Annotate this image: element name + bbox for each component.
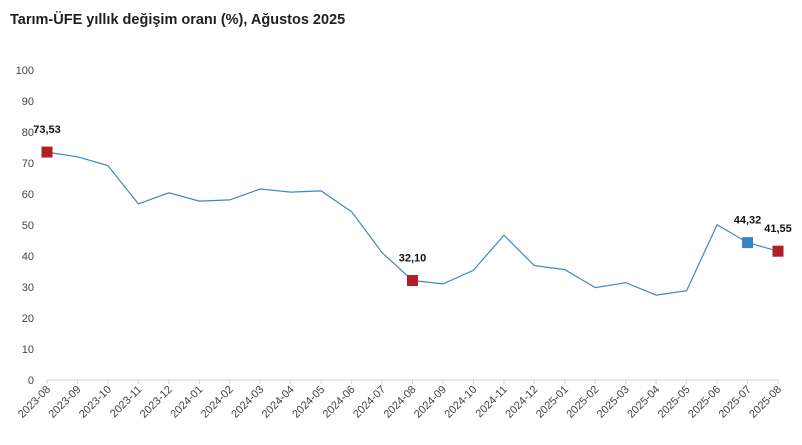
x-tick-label: 2024-12 — [503, 384, 540, 421]
x-tick-label: 2024-01 — [168, 384, 205, 421]
y-tick-label: 60 — [22, 189, 34, 201]
x-tick-label: 2025-07 — [717, 384, 754, 421]
x-tick-label: 2025-04 — [625, 384, 662, 421]
y-tick-label: 0 — [28, 375, 34, 387]
x-tick-label: 2023-10 — [77, 384, 114, 421]
x-tick-label: 2024-03 — [229, 384, 266, 421]
x-tick-label: 2025-06 — [686, 384, 723, 421]
data-point-marker — [41, 146, 53, 158]
y-tick-label: 30 — [22, 282, 34, 294]
x-tick-label: 2025-05 — [656, 384, 693, 421]
y-axis-ticks: 0 10 20 30 40 50 60 70 80 90 100 — [16, 65, 34, 387]
y-tick-label: 40 — [22, 251, 34, 263]
y-tick-label: 80 — [22, 127, 34, 139]
chart-title: Tarım-ÜFE yıllık değişim oranı (%), Ağus… — [10, 12, 346, 28]
y-tick-label: 20 — [22, 313, 34, 325]
x-tick-label: 2023-08 — [16, 384, 53, 421]
x-tick-label: 2025-03 — [595, 384, 632, 421]
y-tick-label: 90 — [22, 96, 34, 108]
x-tick-label: 2024-06 — [321, 384, 358, 421]
x-tick-label: 2024-04 — [260, 384, 297, 421]
series-line — [46, 151, 779, 296]
x-tick-label: 2024-02 — [199, 384, 236, 421]
data-value-label: 41,55 — [764, 223, 792, 235]
x-tick-label: 2023-12 — [138, 384, 175, 421]
y-tick-label: 70 — [22, 158, 34, 170]
x-tick-label: 2024-05 — [290, 384, 327, 421]
y-tick-label: 100 — [16, 65, 34, 77]
x-tick-label: 2024-07 — [351, 384, 388, 421]
x-tick-label: 2025-01 — [534, 384, 571, 421]
data-value-label: 44,32 — [734, 215, 762, 227]
x-tick-label: 2025-02 — [564, 384, 601, 421]
x-tick-label: 2024-09 — [412, 384, 449, 421]
x-tick-label: 2025-08 — [747, 384, 784, 421]
x-axis-ticks: 2023-082023-092023-102023-112023-122024-… — [16, 380, 784, 421]
x-tick-label: 2024-08 — [382, 384, 419, 421]
x-tick-label: 2023-09 — [47, 384, 84, 421]
data-value-label: 32,10 — [399, 252, 427, 264]
data-point-marker — [407, 274, 418, 286]
y-tick-label: 10 — [22, 344, 34, 356]
data-value-label: 73,53 — [33, 124, 61, 136]
data-point-marker — [742, 237, 754, 249]
y-tick-label: 50 — [22, 220, 34, 232]
x-tick-label: 2024-10 — [443, 384, 480, 421]
data-point-marker — [772, 245, 784, 257]
